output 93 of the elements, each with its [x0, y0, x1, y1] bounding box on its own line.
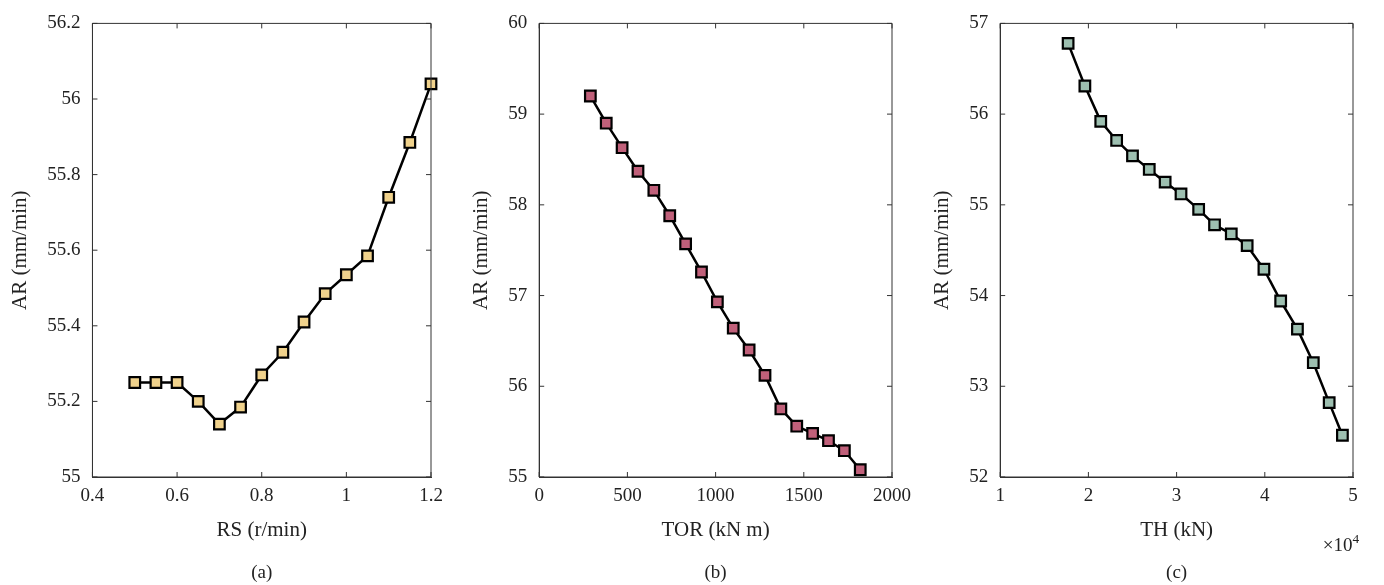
point — [1208, 218, 1221, 232]
point — [837, 444, 851, 458]
x-tick-label: 4 — [1260, 484, 1271, 506]
point — [1291, 322, 1304, 336]
y-tick-label: 55 — [969, 192, 989, 214]
y-tick-label: 56 — [508, 374, 528, 396]
y-tick-label: 58 — [508, 192, 528, 214]
point — [631, 164, 645, 178]
y-tick-label: 57 — [508, 283, 528, 305]
point — [1110, 134, 1124, 147]
point — [297, 315, 311, 329]
point — [663, 209, 677, 223]
point — [1257, 262, 1271, 276]
point — [191, 395, 205, 408]
x-tick-label: 2 — [1083, 484, 1094, 506]
y-tick-label: 57 — [969, 11, 989, 33]
y-tick-label: 55.2 — [47, 389, 81, 411]
y-tick-label: 52 — [969, 464, 989, 486]
point — [1336, 428, 1349, 442]
point — [853, 463, 867, 477]
point — [318, 287, 332, 301]
point — [1174, 187, 1188, 201]
point — [276, 345, 290, 359]
x-tick-label: 0.8 — [249, 484, 274, 506]
x-tick-label: 1 — [995, 484, 1005, 506]
x-tick-label: 1 — [341, 484, 352, 506]
x-axis-title: RS (r/min) — [216, 516, 307, 541]
point — [1274, 294, 1288, 308]
point — [710, 295, 724, 309]
x-tick-label: 1500 — [784, 484, 823, 506]
point — [790, 419, 804, 433]
x-tick-label: 1.2 — [419, 484, 443, 506]
text: (b) — [704, 561, 727, 583]
y-tick-label: 56 — [969, 102, 989, 124]
point — [1126, 149, 1139, 163]
point — [822, 434, 835, 448]
point — [1224, 227, 1238, 241]
point — [774, 402, 788, 416]
x-axis-title: TOR (kN m) — [661, 516, 770, 541]
x-tick-label: 0.6 — [165, 484, 189, 506]
x-tick-label: 2000 — [873, 484, 911, 506]
x-tick-label: 5 — [1348, 484, 1358, 506]
point — [742, 343, 756, 357]
x-tick-label: 0.4 — [80, 484, 105, 506]
point — [382, 190, 396, 204]
point — [213, 417, 226, 431]
point — [1306, 356, 1320, 370]
y-axis-title: AR (mm/min) — [7, 190, 32, 310]
x-tick-label: 0 — [534, 484, 544, 506]
y-tick-label: 56.2 — [47, 11, 81, 33]
y-axis-title: AR (mm/min) — [468, 190, 493, 310]
x-tick-label: 3 — [1171, 484, 1182, 506]
point — [1240, 239, 1254, 253]
x-axis-title: TH (kN) — [1140, 516, 1214, 541]
y-tick-label: 56 — [61, 86, 81, 108]
y-tick-label: 55.4 — [47, 313, 81, 335]
text: (c) — [1166, 561, 1188, 583]
y-tick-label: 59 — [508, 102, 528, 124]
y-tick-label: 54 — [969, 283, 989, 305]
point — [149, 376, 163, 389]
y-tick-label: 60 — [508, 11, 528, 33]
point — [128, 376, 142, 389]
text: (a) — [251, 561, 273, 583]
y-axis-title: AR (mm/min) — [929, 190, 954, 310]
point — [234, 400, 247, 414]
point — [255, 368, 269, 382]
y-tick-label: 55.8 — [47, 162, 81, 184]
point — [615, 141, 629, 155]
point — [361, 249, 374, 263]
point — [1192, 202, 1206, 216]
point — [647, 183, 661, 197]
point — [1158, 175, 1172, 189]
point — [339, 268, 353, 282]
point — [1094, 114, 1108, 128]
point — [1142, 163, 1156, 176]
y-tick-label: 53 — [969, 374, 989, 396]
point — [1078, 79, 1092, 93]
point — [1322, 396, 1336, 410]
x-tick-label: 500 — [613, 484, 642, 506]
point — [1061, 36, 1075, 50]
point — [758, 368, 772, 382]
y-tick-label: 55 — [61, 464, 81, 486]
point — [726, 321, 740, 335]
point — [806, 427, 820, 440]
y-tick-label: 55.6 — [47, 238, 81, 260]
point — [170, 376, 184, 389]
x-tick-label: 1000 — [696, 484, 735, 506]
point — [599, 116, 613, 130]
y-tick-label: 55 — [508, 464, 528, 486]
point — [403, 136, 417, 149]
point — [695, 265, 708, 279]
point — [679, 237, 693, 251]
point — [583, 89, 597, 103]
